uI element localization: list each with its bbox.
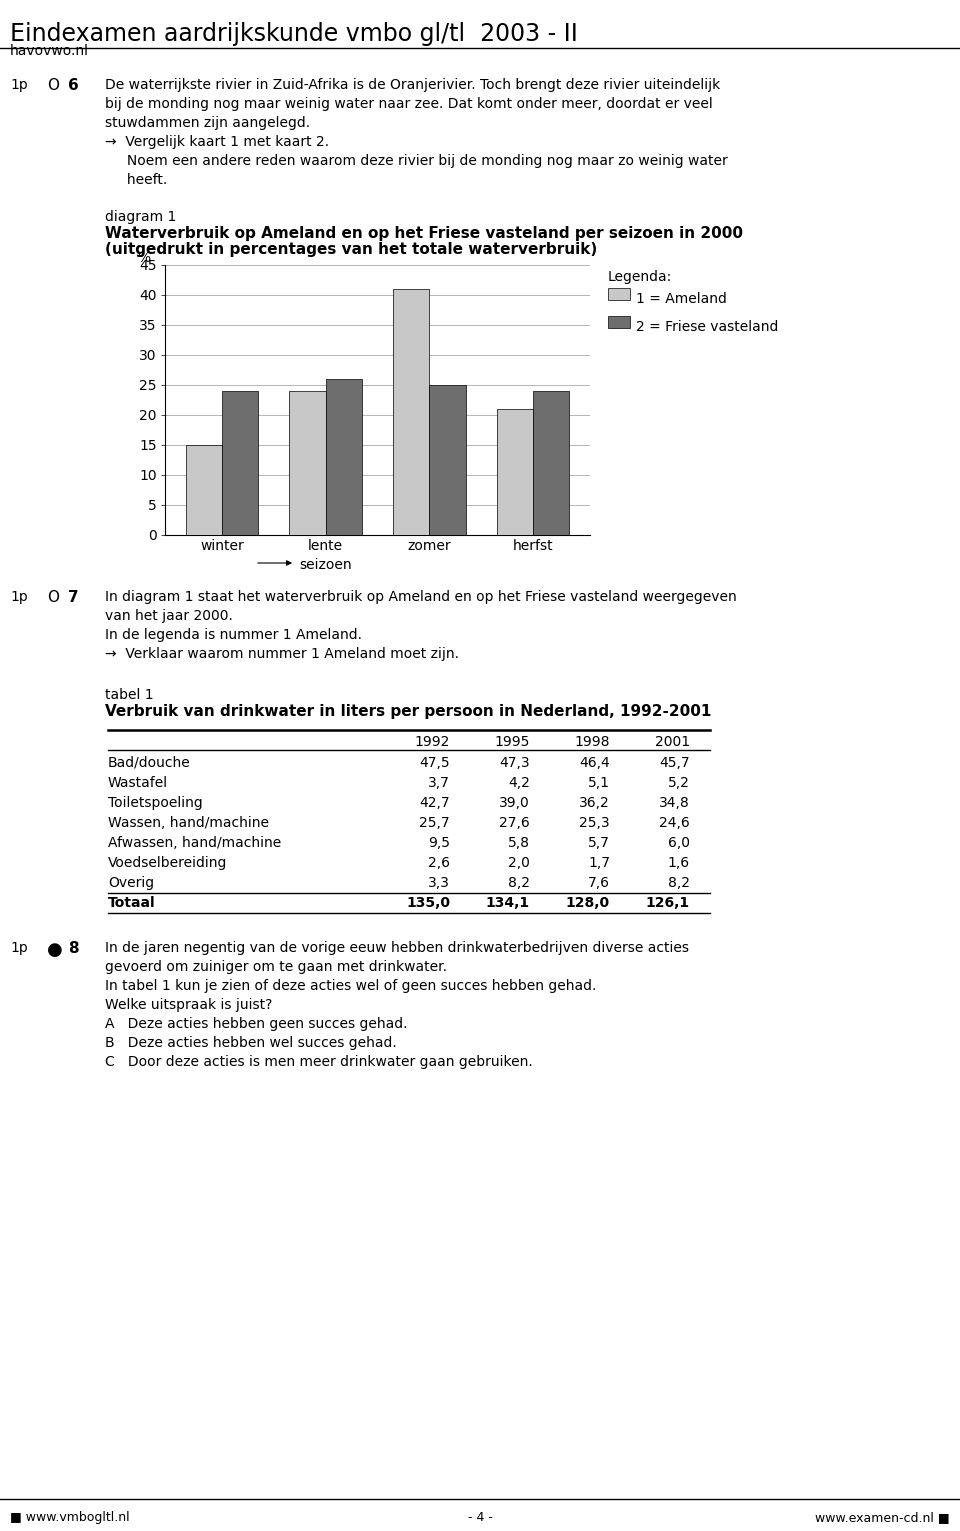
Text: 25,3: 25,3 xyxy=(580,816,610,830)
Text: Bad/douche: Bad/douche xyxy=(108,756,191,770)
Text: Verbruik van drinkwater in liters per persoon in Nederland, 1992-2001: Verbruik van drinkwater in liters per pe… xyxy=(105,704,711,720)
Text: 135,0: 135,0 xyxy=(406,896,450,909)
Bar xyxy=(289,390,325,534)
Text: In de legenda is nummer 1 Ameland.: In de legenda is nummer 1 Ameland. xyxy=(105,628,362,641)
Text: 3,3: 3,3 xyxy=(428,876,450,890)
Text: 1998: 1998 xyxy=(574,735,610,749)
Text: 25,7: 25,7 xyxy=(420,816,450,830)
Text: 5,8: 5,8 xyxy=(508,836,530,850)
Bar xyxy=(608,315,630,328)
Text: In de jaren negentig van de vorige eeuw hebben drinkwaterbedrijven diverse actie: In de jaren negentig van de vorige eeuw … xyxy=(105,942,689,955)
Text: www.examen-cd.nl ■: www.examen-cd.nl ■ xyxy=(815,1511,950,1523)
Text: Eindexamen aardrijkskunde vmbo gl/tl  2003 - II: Eindexamen aardrijkskunde vmbo gl/tl 200… xyxy=(10,21,578,46)
Text: 134,1: 134,1 xyxy=(486,896,530,909)
Text: 1 = Ameland: 1 = Ameland xyxy=(636,292,727,306)
Text: B   Deze acties hebben wel succes gehad.: B Deze acties hebben wel succes gehad. xyxy=(105,1036,396,1050)
Text: 42,7: 42,7 xyxy=(420,796,450,810)
Text: 126,1: 126,1 xyxy=(646,896,690,909)
Text: seizoen: seizoen xyxy=(299,557,351,573)
Bar xyxy=(533,390,569,534)
Text: 4,2: 4,2 xyxy=(508,776,530,790)
Text: 39,0: 39,0 xyxy=(499,796,530,810)
Text: 1p: 1p xyxy=(10,589,28,605)
Bar xyxy=(222,390,258,534)
Text: 1995: 1995 xyxy=(494,735,530,749)
Text: 27,6: 27,6 xyxy=(499,816,530,830)
Text: Noem een andere reden waarom deze rivier bij de monding nog maar zo weinig water: Noem een andere reden waarom deze rivier… xyxy=(105,155,728,168)
Text: 24,6: 24,6 xyxy=(660,816,690,830)
Text: 7,6: 7,6 xyxy=(588,876,610,890)
Text: 45,7: 45,7 xyxy=(660,756,690,770)
Text: %: % xyxy=(137,251,150,265)
Text: havovwo.nl: havovwo.nl xyxy=(10,44,89,58)
Text: →  Vergelijk kaart 1 met kaart 2.: → Vergelijk kaart 1 met kaart 2. xyxy=(105,135,329,149)
Text: 8,2: 8,2 xyxy=(508,876,530,890)
Text: 1p: 1p xyxy=(10,78,28,92)
Text: 1p: 1p xyxy=(10,942,28,955)
Text: Overig: Overig xyxy=(108,876,155,890)
Text: 3,7: 3,7 xyxy=(428,776,450,790)
Text: heeft.: heeft. xyxy=(105,173,167,187)
Text: ●: ● xyxy=(47,942,62,958)
Text: Totaal: Totaal xyxy=(108,896,156,909)
Text: Voedselbereiding: Voedselbereiding xyxy=(108,856,228,870)
Text: 2001: 2001 xyxy=(655,735,690,749)
Text: diagram 1: diagram 1 xyxy=(105,210,177,224)
Text: Toiletspoeling: Toiletspoeling xyxy=(108,796,203,810)
Bar xyxy=(393,289,429,534)
Text: 1,7: 1,7 xyxy=(588,856,610,870)
Text: 47,5: 47,5 xyxy=(420,756,450,770)
Bar xyxy=(429,384,466,534)
Text: →  Verklaar waarom nummer 1 Ameland moet zijn.: → Verklaar waarom nummer 1 Ameland moet … xyxy=(105,648,459,661)
Text: 2,6: 2,6 xyxy=(428,856,450,870)
Text: 128,0: 128,0 xyxy=(565,896,610,909)
Text: 34,8: 34,8 xyxy=(660,796,690,810)
Text: 2,0: 2,0 xyxy=(508,856,530,870)
Text: O: O xyxy=(47,589,59,605)
Text: (uitgedrukt in percentages van het totale waterverbruik): (uitgedrukt in percentages van het total… xyxy=(105,242,597,257)
Text: Welke uitspraak is juist?: Welke uitspraak is juist? xyxy=(105,998,273,1012)
Bar xyxy=(608,288,630,300)
Text: 47,3: 47,3 xyxy=(499,756,530,770)
Bar xyxy=(185,446,222,534)
Text: O: O xyxy=(47,78,59,93)
Text: Afwassen, hand/machine: Afwassen, hand/machine xyxy=(108,836,281,850)
Text: 1,6: 1,6 xyxy=(668,856,690,870)
Text: 9,5: 9,5 xyxy=(428,836,450,850)
Text: Legenda:: Legenda: xyxy=(608,269,672,283)
Text: 8: 8 xyxy=(68,942,79,955)
Text: 36,2: 36,2 xyxy=(579,796,610,810)
Bar xyxy=(325,380,362,534)
Text: stuwdammen zijn aangelegd.: stuwdammen zijn aangelegd. xyxy=(105,116,310,130)
Text: tabel 1: tabel 1 xyxy=(105,687,154,703)
Text: 5,2: 5,2 xyxy=(668,776,690,790)
Text: In diagram 1 staat het waterverbruik op Ameland en op het Friese vasteland weerg: In diagram 1 staat het waterverbruik op … xyxy=(105,589,736,605)
Text: Waterverbruik op Ameland en op het Friese vasteland per seizoen in 2000: Waterverbruik op Ameland en op het Fries… xyxy=(105,227,743,240)
Bar xyxy=(496,409,533,534)
Text: A   Deze acties hebben geen succes gehad.: A Deze acties hebben geen succes gehad. xyxy=(105,1017,407,1030)
Text: 46,4: 46,4 xyxy=(579,756,610,770)
Text: Wastafel: Wastafel xyxy=(108,776,168,790)
Text: bij de monding nog maar weinig water naar zee. Dat komt onder meer, doordat er v: bij de monding nog maar weinig water naa… xyxy=(105,96,712,112)
Text: - 4 -: - 4 - xyxy=(468,1511,492,1523)
Text: In tabel 1 kun je zien of deze acties wel of geen succes hebben gehad.: In tabel 1 kun je zien of deze acties we… xyxy=(105,978,596,994)
Text: gevoerd om zuiniger om te gaan met drinkwater.: gevoerd om zuiniger om te gaan met drink… xyxy=(105,960,447,974)
Text: 8,2: 8,2 xyxy=(668,876,690,890)
Text: 1992: 1992 xyxy=(415,735,450,749)
Text: Wassen, hand/machine: Wassen, hand/machine xyxy=(108,816,269,830)
Text: De waterrijkste rivier in Zuid-Afrika is de Oranjerivier. Toch brengt deze rivie: De waterrijkste rivier in Zuid-Afrika is… xyxy=(105,78,720,92)
Text: 6: 6 xyxy=(68,78,79,93)
Text: 7: 7 xyxy=(68,589,79,605)
Text: van het jaar 2000.: van het jaar 2000. xyxy=(105,609,233,623)
Text: 5,1: 5,1 xyxy=(588,776,610,790)
Text: 5,7: 5,7 xyxy=(588,836,610,850)
Text: 2 = Friese vasteland: 2 = Friese vasteland xyxy=(636,320,779,334)
Text: 6,0: 6,0 xyxy=(668,836,690,850)
Text: C   Door deze acties is men meer drinkwater gaan gebruiken.: C Door deze acties is men meer drinkwate… xyxy=(105,1055,533,1069)
Text: ■ www.vmbogltl.nl: ■ www.vmbogltl.nl xyxy=(10,1511,130,1523)
